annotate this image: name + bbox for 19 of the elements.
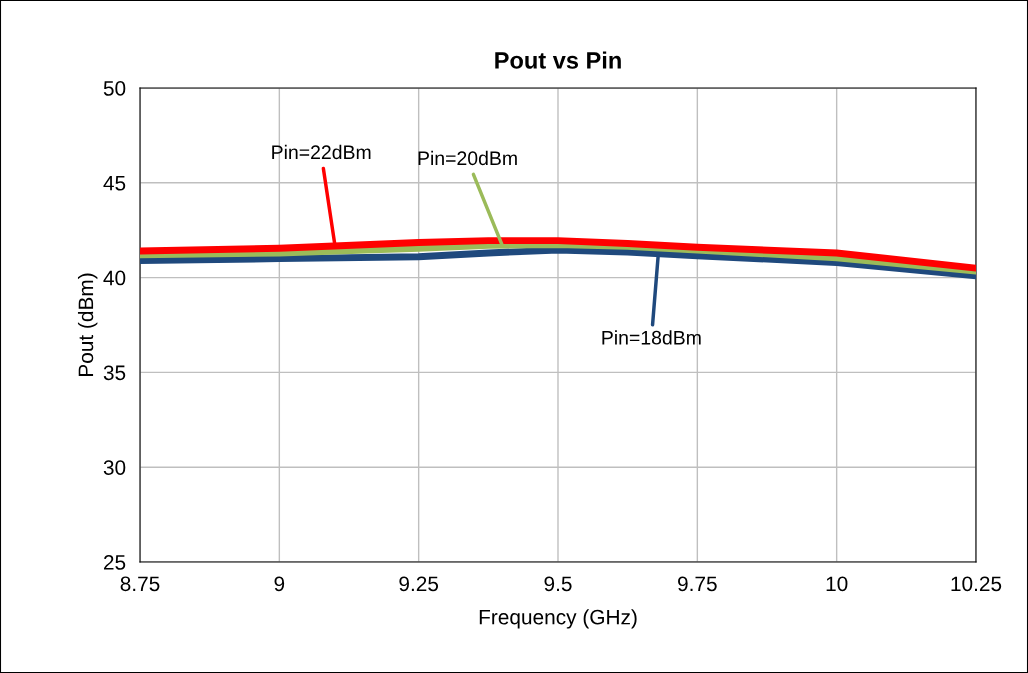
y-tick-label: 40 bbox=[103, 270, 126, 286]
annotation: Pin=22dBm bbox=[272, 144, 371, 160]
x-tick-label: 10 bbox=[826, 576, 848, 592]
chart-title: Pout vs Pin bbox=[495, 51, 621, 69]
y-axis-title: Pout (dBm) bbox=[77, 273, 98, 376]
x-tick-label: 9 bbox=[274, 576, 285, 592]
annotation: Pin=18dBm bbox=[602, 330, 701, 345]
x-axis-title: Frequency (GHz) bbox=[479, 609, 637, 629]
y-tick-label: 25 bbox=[103, 555, 126, 570]
x-tick-label: 8.75 bbox=[120, 576, 160, 592]
y-tick-label: 35 bbox=[103, 365, 126, 381]
x-tick-label: 9.75 bbox=[678, 576, 717, 592]
x-tick-label: 10.25 bbox=[951, 576, 1002, 592]
x-tick-label: 9.25 bbox=[399, 576, 439, 592]
annotation: Pin=20dBm bbox=[418, 150, 517, 166]
y-tick-label: 50 bbox=[103, 81, 126, 96]
x-tick-label: 9.5 bbox=[544, 576, 572, 592]
y-tick-label: 30 bbox=[103, 460, 126, 475]
y-tick-label: 45 bbox=[103, 176, 126, 191]
